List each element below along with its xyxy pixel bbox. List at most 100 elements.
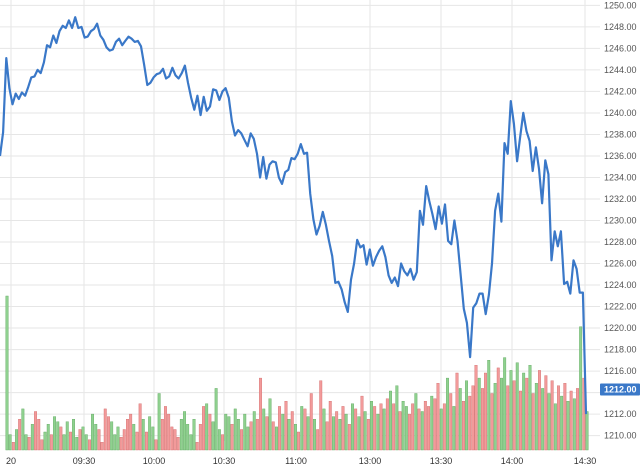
volume-bar (103, 408, 107, 451)
volume-bar (59, 426, 63, 451)
volume-bar (236, 419, 240, 451)
volume-bar (379, 403, 383, 451)
volume-bar (528, 365, 532, 451)
y-tick-label: 1236.00 (604, 151, 637, 161)
volume-bar (122, 429, 126, 451)
volume-bar (306, 416, 310, 451)
volume-bar (360, 395, 364, 451)
volume-bar (544, 375, 548, 451)
volume-bar (322, 408, 326, 451)
volume-bar (167, 413, 171, 451)
volume-bar (15, 429, 19, 451)
volume-bar (217, 429, 221, 451)
volume-bar (249, 421, 253, 451)
last-price-label-bg (600, 383, 640, 396)
volume-bar (129, 413, 133, 451)
y-tick-label: 1240.00 (604, 108, 637, 118)
volume-bar (458, 388, 462, 451)
volume-bar (430, 395, 434, 451)
volume-bar (471, 385, 475, 451)
volume-bar (493, 383, 497, 451)
volume-bar (46, 424, 50, 451)
volume-bar (224, 413, 228, 451)
volume-bar (157, 393, 161, 451)
volume-bar (189, 434, 193, 451)
volume-bar (335, 411, 339, 451)
volume-bar (268, 398, 272, 451)
volume-bar (366, 419, 370, 451)
volume-bar (411, 403, 415, 451)
volume-bar (442, 403, 446, 451)
x-tick-label: 13:00 (359, 456, 382, 466)
volume-bar (553, 403, 557, 451)
x-tick-label: 20 (6, 456, 16, 466)
volume-bar (294, 424, 297, 451)
volume-bar (5, 295, 9, 451)
volume-bar (455, 372, 459, 451)
volume-bar (113, 434, 117, 451)
volume-bar (538, 370, 541, 451)
volume-bar (309, 393, 313, 451)
volume-bar (240, 429, 244, 451)
volume-bar (65, 421, 69, 451)
y-tick-label: 1228.00 (604, 237, 637, 247)
volume-bar (481, 388, 484, 451)
volume-bar (78, 429, 82, 451)
volume-bar (221, 434, 225, 451)
volume-bar (522, 372, 526, 451)
y-tick-label: 1210.00 (604, 431, 637, 441)
volume-bar (585, 411, 589, 451)
volume-bar (560, 395, 564, 451)
y-tick-label: 1216.00 (604, 366, 637, 376)
volume-bar (550, 380, 554, 451)
volume-bar (408, 413, 411, 451)
volume-bar (373, 406, 377, 451)
grid (0, 0, 600, 441)
volume-bar (56, 421, 60, 451)
volume-bar (27, 437, 31, 451)
volume-bar (21, 408, 25, 451)
x-tick-label: 09:30 (73, 456, 96, 466)
volume-bar (53, 416, 56, 451)
y-tick-label: 1230.00 (604, 216, 637, 226)
volume-bar (338, 419, 342, 451)
volume-bar (37, 419, 41, 451)
volume-bar (271, 421, 275, 451)
volume-bar (183, 411, 187, 451)
volume-bar (452, 406, 456, 451)
volume-bar (363, 411, 367, 451)
x-tick-label: 10:30 (213, 456, 236, 466)
y-tick-label: 1244.00 (604, 65, 637, 75)
volume-bar (97, 429, 101, 451)
volume-bar (141, 419, 145, 451)
volume-bar (525, 377, 529, 451)
volume-bar (563, 383, 567, 451)
volume-bar (255, 419, 259, 451)
volume-bar (72, 419, 76, 451)
volume-bar (347, 424, 351, 451)
y-axis: 1210.001212.001214.001216.001218.001220.… (604, 0, 637, 440)
volume-bar (576, 388, 579, 451)
y-tick-label: 1246.00 (604, 43, 637, 53)
volume-bar (398, 411, 402, 451)
volume-bar (313, 419, 316, 451)
volume-bar (351, 403, 354, 451)
volume-bar (490, 393, 494, 451)
x-tick-label: 10:00 (143, 456, 166, 466)
volume-bar (541, 388, 545, 451)
volume-bar (119, 437, 123, 451)
y-tick-label: 1220.00 (604, 323, 637, 333)
volume-bar (382, 408, 386, 451)
volume-bar (205, 403, 209, 451)
volume-bar (30, 424, 34, 451)
volume-bar (24, 434, 28, 451)
volume-bar (569, 390, 573, 451)
x-tick-label: 11:00 (285, 456, 307, 466)
volume-bar (252, 411, 256, 451)
y-tick-label: 1238.00 (604, 129, 637, 139)
volume-bar (357, 416, 361, 451)
volume-bar (195, 442, 199, 451)
volume-bar (474, 365, 478, 451)
volume-bar (138, 403, 142, 451)
volume-bar (135, 431, 139, 451)
